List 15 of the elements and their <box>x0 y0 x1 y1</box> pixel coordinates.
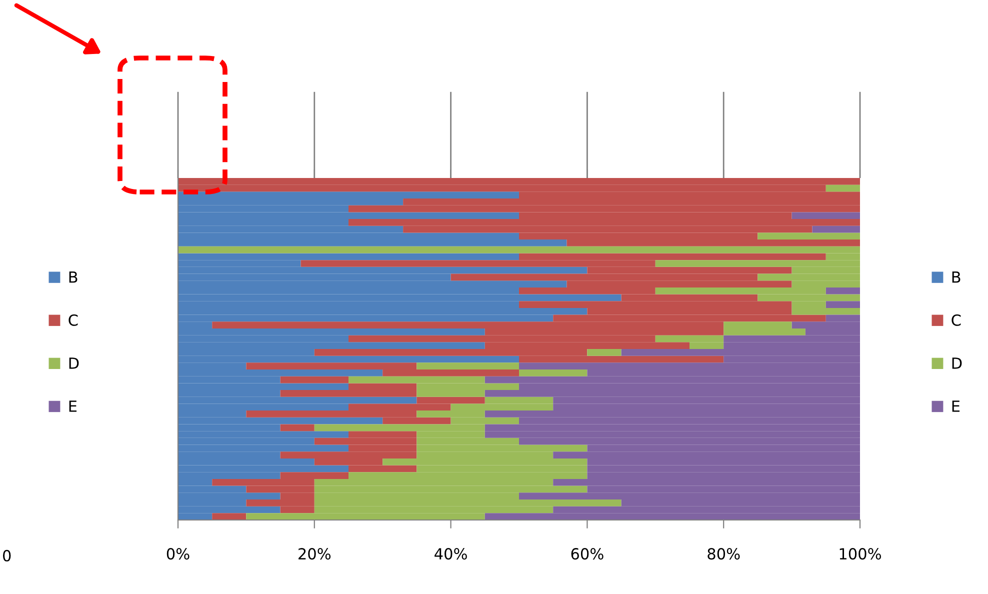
legend-label: B <box>952 272 960 283</box>
legend-label: E <box>952 400 960 412</box>
legend-label: D <box>69 358 79 369</box>
legend-label: C <box>68 314 78 326</box>
legend-label: E <box>69 400 77 412</box>
x-tick-label: 40% <box>434 548 467 560</box>
x-tick-label: 60% <box>571 548 604 560</box>
text: 0 <box>3 550 11 562</box>
x-tick-label: 80% <box>708 548 740 560</box>
x-tick-label: 20% <box>298 548 331 560</box>
legend-label: C <box>952 314 961 326</box>
x-tick-label: 0% <box>166 548 190 560</box>
legend-label: D <box>952 358 962 369</box>
legend-label: B <box>69 272 78 283</box>
x-tick-label: 100% <box>840 548 881 560</box>
